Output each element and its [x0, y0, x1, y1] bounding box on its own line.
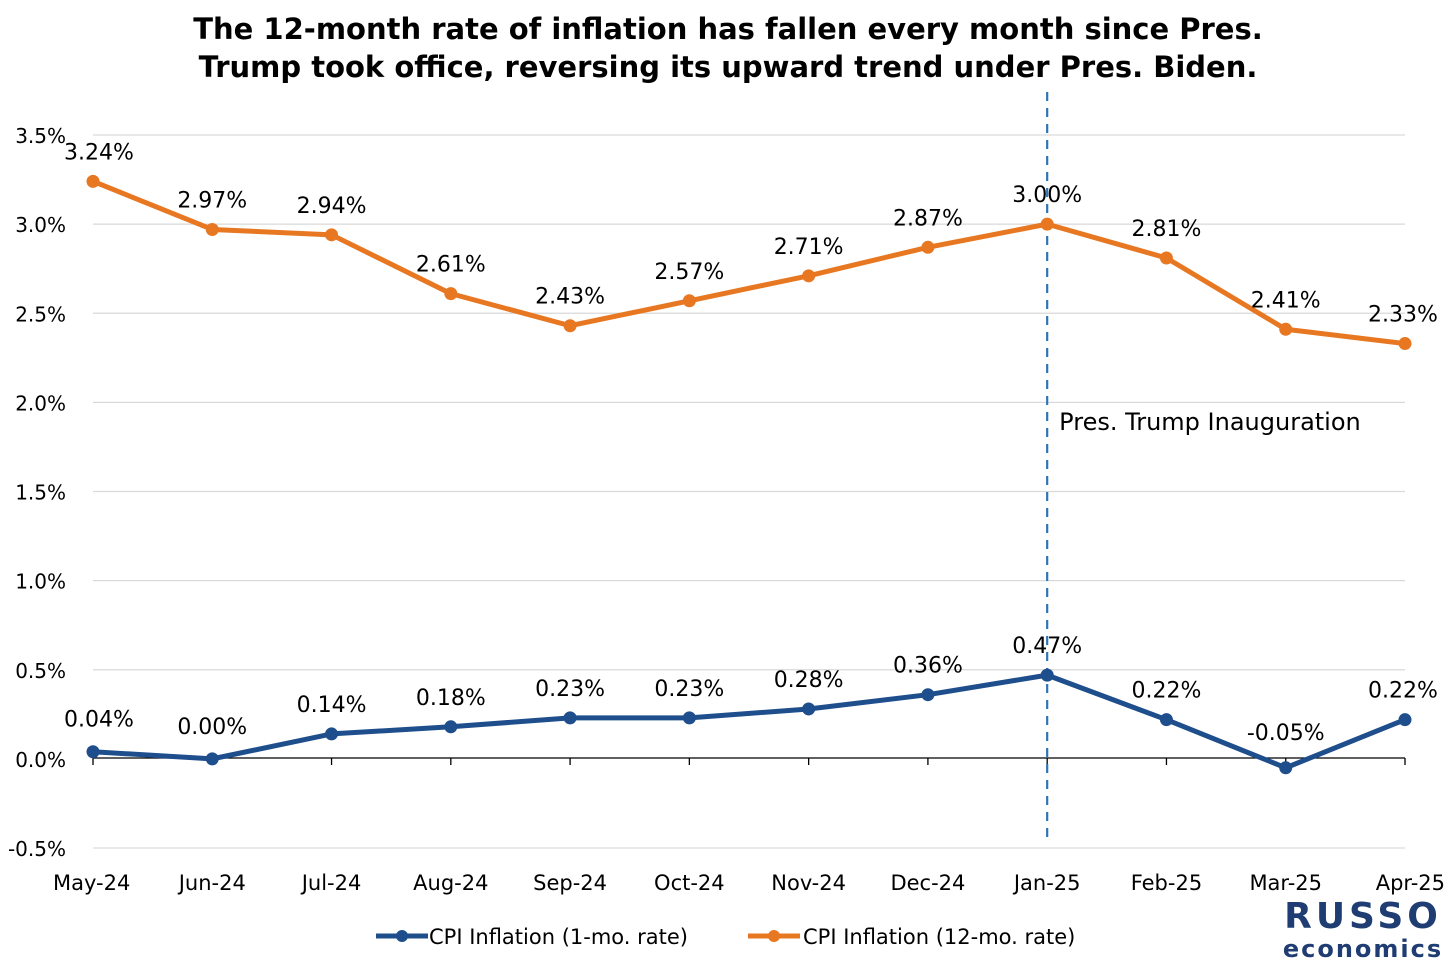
x-tick-label: Oct-24 — [654, 871, 725, 895]
x-tick-label: Dec-24 — [890, 871, 965, 895]
x-tick-label: Nov-24 — [771, 871, 846, 895]
series-1-point — [802, 702, 816, 716]
data-label: 0.23% — [654, 677, 724, 702]
data-label: 0.28% — [774, 668, 844, 693]
data-label: 2.33% — [1368, 303, 1438, 328]
series-1-point — [86, 745, 100, 759]
data-label: 3.24% — [64, 140, 134, 165]
data-label: 0.23% — [535, 677, 605, 702]
legend-swatch-marker — [768, 930, 780, 942]
x-tick-label: Mar-25 — [1249, 871, 1322, 895]
legend-label: CPI Inflation (1-mo. rate) — [429, 925, 688, 949]
y-tick-label: 1.5% — [15, 481, 66, 505]
series-2-point — [444, 287, 458, 301]
legend-label: CPI Inflation (12-mo. rate) — [803, 925, 1075, 949]
axes: -0.5% 0.0% 0.5% 1.0% 1.5% 2.0% 2.5% 3.0% 3.5% May… — [8, 124, 1445, 895]
series-1-point — [205, 752, 219, 766]
x-tick-label: Jun-24 — [177, 871, 246, 895]
series-line-2 — [90, 178, 1408, 347]
data-label: 0.18% — [416, 686, 486, 711]
y-tick-label: 0.5% — [15, 659, 66, 683]
series-2-point — [205, 222, 219, 236]
logo-wordmark-top: RUSSO — [1284, 896, 1442, 937]
x-tick-label: Aug-24 — [413, 871, 488, 895]
annotation: Pres. Trump Inauguration — [1046, 92, 1361, 838]
series-1-point — [682, 711, 696, 725]
x-tick-label: Jul-24 — [300, 871, 362, 895]
logo-wordmark-bottom: economics — [1282, 935, 1444, 963]
data-label: 0.04% — [64, 708, 134, 733]
series-2-point — [1279, 322, 1293, 336]
series-line-1 — [90, 672, 1408, 771]
series-2-point — [1159, 251, 1173, 265]
legend-swatch-marker — [396, 930, 408, 942]
data-label: 0.36% — [893, 654, 963, 679]
series-2-point — [921, 240, 935, 254]
y-tick-label: 1.0% — [15, 570, 66, 594]
x-tick-label: Jan-25 — [1012, 871, 1081, 895]
series-2-point — [682, 294, 696, 308]
legend-item-2[interactable]: CPI Inflation (12-mo. rate) — [748, 925, 1075, 949]
series-1-point — [1398, 713, 1412, 727]
data-label: 0.14% — [297, 693, 367, 718]
series-1-point — [444, 720, 458, 734]
series — [86, 174, 1412, 775]
data-labels: 0.04% 0.00% 0.14% 0.18% 0.23% 0.23% 0.28% 0.36%… — [64, 140, 1438, 745]
data-label: 2.71% — [774, 235, 844, 260]
data-label: 2.61% — [416, 253, 486, 278]
legend-item-1[interactable]: CPI Inflation (1-mo. rate) — [376, 925, 688, 949]
y-tick-label: -0.5% — [8, 837, 66, 861]
y-tick-label: 0.0% — [15, 748, 66, 772]
legend[interactable]: CPI Inflation (1-mo. rate) CPI Inflation … — [376, 925, 1075, 949]
x-tick-label: May-24 — [53, 871, 130, 895]
series-1-point — [563, 711, 577, 725]
y-tick-label: 3.5% — [15, 124, 66, 148]
series-2-point — [325, 228, 339, 242]
y-tick-label: 2.5% — [15, 302, 66, 326]
data-label: 0.47% — [1012, 634, 1082, 659]
series-2-point — [802, 269, 816, 283]
x-tick-label: Feb-25 — [1131, 871, 1202, 895]
data-label: 2.43% — [535, 285, 605, 310]
series-2-point — [563, 319, 577, 333]
gridlines — [93, 134, 1405, 849]
series-1-point — [325, 727, 339, 741]
chart-title-line-2: Trump took office, reversing its upward … — [198, 50, 1258, 84]
data-label: 3.00% — [1012, 183, 1082, 208]
series-1-point — [1159, 713, 1173, 727]
data-label: 2.97% — [177, 188, 247, 213]
data-label: 0.22% — [1132, 679, 1202, 704]
russo-economics-logo: RUSSO economics — [1278, 896, 1448, 963]
y-tick-label: 3.0% — [15, 213, 66, 237]
series-2-point — [86, 174, 100, 188]
series-2-point — [1040, 217, 1054, 231]
series-2-point — [1398, 337, 1412, 351]
y-tick-label: 2.0% — [15, 391, 66, 415]
data-label: -0.05% — [1247, 721, 1325, 746]
chart-title-line-1: The 12-month rate of inflation has falle… — [193, 12, 1263, 46]
series-1-point — [1279, 761, 1293, 775]
data-label: 2.41% — [1251, 288, 1321, 313]
data-label: 0.22% — [1368, 679, 1438, 704]
data-label: 2.57% — [654, 260, 724, 285]
series-1-point — [1040, 668, 1054, 682]
data-label: 2.81% — [1132, 217, 1202, 242]
data-label: 2.87% — [893, 206, 963, 231]
series-1-point — [921, 688, 935, 702]
inauguration-label: Pres. Trump Inauguration — [1059, 408, 1361, 436]
chart-title: The 12-month rate of inflation has falle… — [0, 10, 1456, 86]
x-tick-label: Sep-24 — [533, 871, 607, 895]
x-tick-label: Apr-25 — [1376, 871, 1445, 895]
data-label: 2.94% — [297, 194, 367, 219]
data-label: 0.00% — [177, 715, 247, 740]
